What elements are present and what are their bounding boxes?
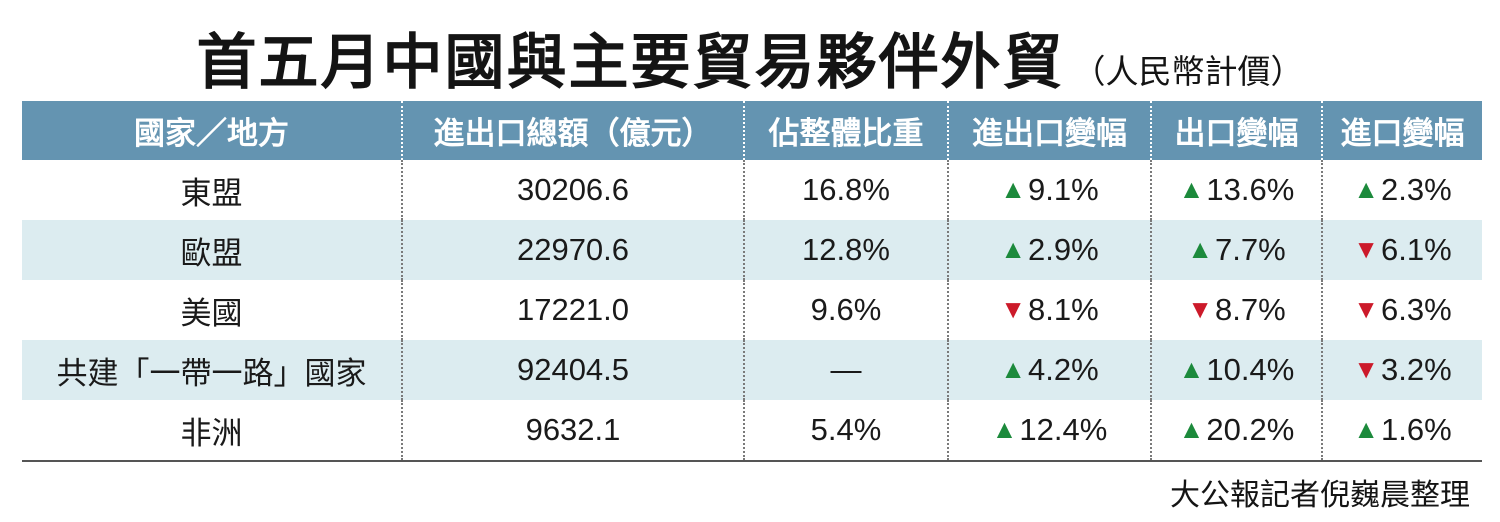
up-triangle-icon: ▲ <box>1178 354 1205 384</box>
share-cell: 12.8% <box>743 220 948 280</box>
region-cell: 非洲 <box>22 400 402 462</box>
column-header-total: 進出口總額（億元） <box>401 101 744 160</box>
table-body: 東盟 30206.6 16.8% ▲9.1% ▲13.6% ▲2.3% 歐盟 22970.6 1… <box>22 160 1482 462</box>
export-change-value: 13.6% <box>1206 172 1295 207</box>
export-change-cell: ▲20.2% <box>1150 400 1322 462</box>
table-row: 美國 17221.0 9.6% ▼8.1% ▼8.7% ▼6.3% <box>22 280 1482 340</box>
down-triangle-icon: ▼ <box>1353 294 1380 324</box>
chart-title-block: 首五月中國與主要貿易夥伴外貿 （人民幣計價） <box>0 14 1500 101</box>
trade-table: 國家／地方 進出口總額（億元） 佔整體比重 進出口變幅 出口變幅 進口變幅 東盟… <box>22 101 1482 462</box>
up-triangle-icon: ▲ <box>1178 174 1205 204</box>
import-change-value: 2.3% <box>1381 172 1452 207</box>
column-header-export-change: 出口變幅 <box>1150 101 1322 160</box>
table-row: 歐盟 22970.6 12.8% ▲2.9% ▲7.7% ▼6.1% <box>22 220 1482 280</box>
trade-change-value: 9.1% <box>1028 172 1099 207</box>
chart-title: 首五月中國與主要貿易夥伴外貿 <box>196 28 1065 98</box>
down-triangle-icon: ▼ <box>1187 294 1214 324</box>
export-change-cell: ▼8.7% <box>1150 280 1322 340</box>
down-triangle-icon: ▼ <box>1353 234 1380 264</box>
region-cell: 歐盟 <box>22 220 402 280</box>
chart-subtitle: （人民幣計價） <box>1072 52 1304 91</box>
trade-change-cell: ▲2.9% <box>947 220 1151 280</box>
total-cell: 9632.1 <box>401 400 744 462</box>
export-change-value: 7.7% <box>1215 232 1286 267</box>
trade-change-value: 2.9% <box>1028 232 1099 267</box>
table-header-row: 國家／地方 進出口總額（億元） 佔整體比重 進出口變幅 出口變幅 進口變幅 <box>22 101 1482 160</box>
total-cell: 92404.5 <box>401 340 744 400</box>
trade-change-value: 4.2% <box>1028 352 1099 387</box>
total-cell: 22970.6 <box>401 220 744 280</box>
trade-change-cell: ▲12.4% <box>947 400 1151 462</box>
trade-change-cell: ▲4.2% <box>947 340 1151 400</box>
trade-change-cell: ▲9.1% <box>947 160 1151 220</box>
trade-change-value: 12.4% <box>1019 412 1108 447</box>
export-change-cell: ▲10.4% <box>1150 340 1322 400</box>
import-change-cell: ▼6.1% <box>1321 220 1482 280</box>
column-header-share: 佔整體比重 <box>743 101 948 160</box>
import-change-value: 1.6% <box>1381 412 1452 447</box>
export-change-cell: ▲7.7% <box>1150 220 1322 280</box>
import-change-cell: ▼3.2% <box>1321 340 1482 400</box>
table-row: 共建「一帶一路」國家 92404.5— ▲4.2% ▲10.4% ▼3.2% <box>22 340 1482 400</box>
up-triangle-icon: ▲ <box>991 414 1018 444</box>
import-change-value: 3.2% <box>1381 352 1452 387</box>
total-cell: 30206.6 <box>401 160 744 220</box>
trade-change-value: 8.1% <box>1028 292 1099 327</box>
table-row: 東盟 30206.6 16.8% ▲9.1% ▲13.6% ▲2.3% <box>22 160 1482 220</box>
up-triangle-icon: ▲ <box>1353 174 1380 204</box>
region-cell: 共建「一帶一路」國家 <box>22 340 402 400</box>
up-triangle-icon: ▲ <box>1000 354 1027 384</box>
export-change-value: 8.7% <box>1215 292 1286 327</box>
column-header-import-change: 進口變幅 <box>1321 101 1482 160</box>
region-cell: 東盟 <box>180 175 243 212</box>
import-change-value: 6.3% <box>1381 292 1452 327</box>
up-triangle-icon: ▲ <box>1178 414 1205 444</box>
table-row: 非洲 9632.1 5.4% ▲12.4% ▲20.2% ▲1.6% <box>22 400 1482 462</box>
export-change-cell: ▲13.6% <box>1150 160 1322 220</box>
column-header-trade-change: 進出口變幅 <box>947 101 1151 160</box>
share-cell: 9.6% <box>743 280 948 340</box>
share-cell: — <box>743 340 948 400</box>
import-change-cell: ▲2.3% <box>1321 160 1482 220</box>
total-cell: 17221.0 <box>401 280 744 340</box>
up-triangle-icon: ▲ <box>1353 414 1380 444</box>
up-triangle-icon: ▲ <box>1000 174 1027 204</box>
down-triangle-icon: ▼ <box>1353 354 1380 384</box>
share-cell: 16.8% <box>743 160 948 220</box>
column-header-region: 國家／地方 <box>22 101 402 160</box>
region-cell: 美國 <box>180 295 243 332</box>
export-change-value: 10.4% <box>1206 352 1295 387</box>
import-change-value: 6.1% <box>1381 232 1452 267</box>
share-cell: 5.4% <box>743 400 948 462</box>
down-triangle-icon: ▼ <box>1000 294 1027 324</box>
import-change-cell: ▼6.3% <box>1321 280 1482 340</box>
trade-change-cell: ▼8.1% <box>947 280 1151 340</box>
up-triangle-icon: ▲ <box>1000 234 1027 264</box>
up-triangle-icon: ▲ <box>1187 234 1214 264</box>
credit-line: 大公報記者倪巍晨整理 <box>1170 478 1470 513</box>
import-change-cell: ▲1.6% <box>1321 400 1482 462</box>
export-change-value: 20.2% <box>1206 412 1295 447</box>
